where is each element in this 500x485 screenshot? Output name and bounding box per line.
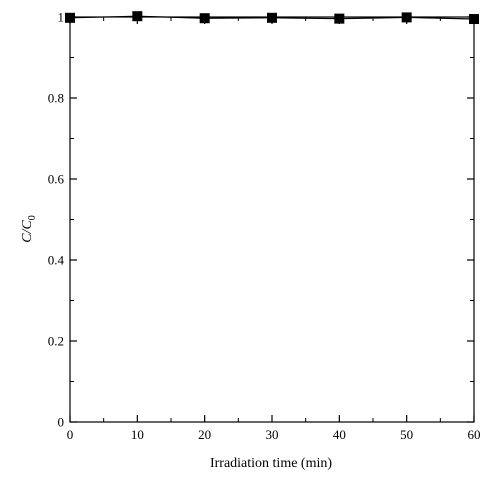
y-tick-label: 1 (58, 10, 65, 25)
y-axis-title: C/C0 (20, 215, 38, 243)
major-ticks (69, 16, 475, 423)
x-tick-label: 40 (333, 427, 346, 442)
data-point-marker (132, 11, 143, 22)
x-axis-title: Irradiation time (min) (210, 456, 332, 471)
y-tick-label: 0 (58, 415, 65, 430)
x-tick-label: 10 (131, 427, 144, 442)
data-point-marker (199, 13, 210, 24)
x-tick-labels: 0 10 20 30 40 50 60 (67, 427, 481, 442)
x-tick-label: 60 (468, 427, 481, 442)
x-tick-label: 50 (400, 427, 413, 442)
y-axis-title-subscript: 0 (27, 215, 38, 220)
data-point-marker (267, 12, 277, 23)
y-tick-label: 0.8 (48, 91, 64, 106)
data-point-marker (65, 12, 75, 23)
data-point-marker (334, 13, 345, 24)
series-markers (65, 11, 479, 25)
plot-frame (69, 16, 475, 423)
minor-ticks (70, 17, 474, 422)
x-tick-label: 30 (266, 427, 279, 442)
data-point-marker (469, 14, 479, 25)
y-tick-labels: 0 0.2 0.4 0.6 0.8 1 (48, 10, 65, 430)
y-tick-label: 0.2 (48, 334, 64, 349)
y-axis-title-main: C/C (20, 220, 35, 243)
x-tick-label: 20 (198, 427, 211, 442)
x-tick-label: 0 (67, 427, 74, 442)
data-point-marker (401, 12, 412, 23)
y-tick-label: 0.6 (48, 172, 65, 187)
y-tick-label: 0.4 (48, 253, 65, 268)
